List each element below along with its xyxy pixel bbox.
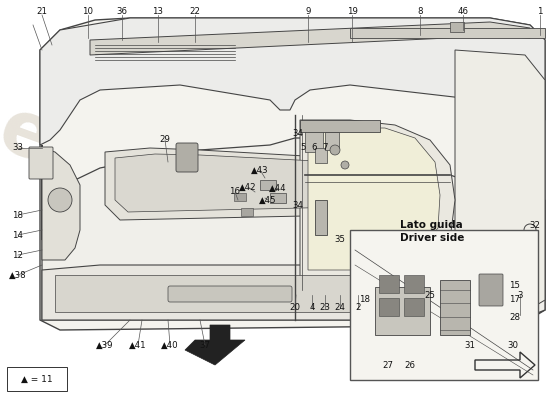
Text: 37: 37 [200,340,211,350]
FancyBboxPatch shape [176,143,198,172]
Text: 26: 26 [404,360,415,370]
Polygon shape [455,50,545,320]
Bar [379,275,399,293]
Polygon shape [42,138,545,320]
Text: Lato guida: Lato guida [400,220,463,230]
Circle shape [48,188,72,212]
Text: 7: 7 [322,144,328,152]
Text: 18: 18 [13,210,24,220]
Text: 16: 16 [229,188,240,196]
Bar [234,193,246,201]
Text: 13: 13 [152,8,163,16]
Polygon shape [42,148,80,260]
Bar [315,148,327,163]
Polygon shape [42,265,520,320]
Text: 14: 14 [13,230,24,240]
Text: ▲41: ▲41 [129,340,147,350]
Bar [379,298,399,316]
Circle shape [330,145,340,155]
Bar [404,298,424,316]
Text: 32: 32 [530,220,541,230]
Text: ▲39: ▲39 [96,340,114,350]
Text: ▲45: ▲45 [259,196,277,204]
Bar [300,120,380,132]
Text: 22: 22 [190,8,201,16]
Text: eurosport: eurosport [0,93,411,307]
Text: 20: 20 [289,304,300,312]
Text: Driver side: Driver side [400,233,464,243]
Text: 1: 1 [537,8,543,16]
Text: 15: 15 [509,280,520,290]
Text: 21: 21 [36,8,47,16]
Text: 6: 6 [311,144,317,152]
Text: 4: 4 [309,304,315,312]
Bar [270,193,286,203]
Text: ▲44: ▲44 [269,184,287,192]
Text: 34: 34 [293,200,304,210]
Bar [404,275,424,293]
FancyBboxPatch shape [29,147,53,179]
Text: 33: 33 [13,144,24,152]
Text: 17: 17 [509,296,520,304]
Polygon shape [90,22,530,55]
Text: ▲ = 11: ▲ = 11 [21,374,53,384]
FancyBboxPatch shape [7,367,67,391]
Text: 5: 5 [300,144,306,152]
Text: ▲43: ▲43 [251,166,269,174]
Polygon shape [40,18,545,330]
Bar [440,280,470,335]
Text: 25: 25 [425,290,436,300]
Bar [450,22,464,32]
Text: 18: 18 [360,296,371,304]
Text: 34: 34 [293,128,304,138]
Text: 24: 24 [334,304,345,312]
Bar [315,200,327,235]
Polygon shape [55,275,510,312]
Text: 36: 36 [117,8,128,16]
Bar [241,208,253,216]
Polygon shape [300,120,455,280]
Polygon shape [308,128,440,270]
Text: 27: 27 [382,360,393,370]
Polygon shape [40,18,545,145]
Bar [325,132,339,150]
Text: 19: 19 [346,8,358,16]
Text: 28: 28 [509,312,520,322]
Text: 10: 10 [82,8,94,16]
Text: 12: 12 [13,250,24,260]
FancyBboxPatch shape [479,274,503,306]
Bar [305,130,323,152]
Text: ▲38: ▲38 [9,270,27,280]
Text: 29: 29 [160,136,170,144]
Text: 9: 9 [305,8,311,16]
Text: ▲40: ▲40 [161,340,179,350]
Polygon shape [185,325,245,365]
Text: a passion for parts: a passion for parts [181,221,399,309]
Bar [260,180,276,190]
Text: ▲42: ▲42 [239,182,257,192]
Text: 23: 23 [320,304,331,312]
Text: 2: 2 [355,304,361,312]
Bar [375,287,430,335]
Polygon shape [115,154,375,212]
Bar [350,28,545,38]
FancyBboxPatch shape [350,230,538,380]
Polygon shape [105,148,385,220]
Text: 46: 46 [458,8,469,16]
Text: 30: 30 [508,340,519,350]
Text: 31: 31 [465,340,476,350]
Text: 35: 35 [334,236,345,244]
Text: 8: 8 [417,8,423,16]
Text: 3: 3 [517,290,522,300]
Circle shape [341,161,349,169]
FancyBboxPatch shape [168,286,292,302]
